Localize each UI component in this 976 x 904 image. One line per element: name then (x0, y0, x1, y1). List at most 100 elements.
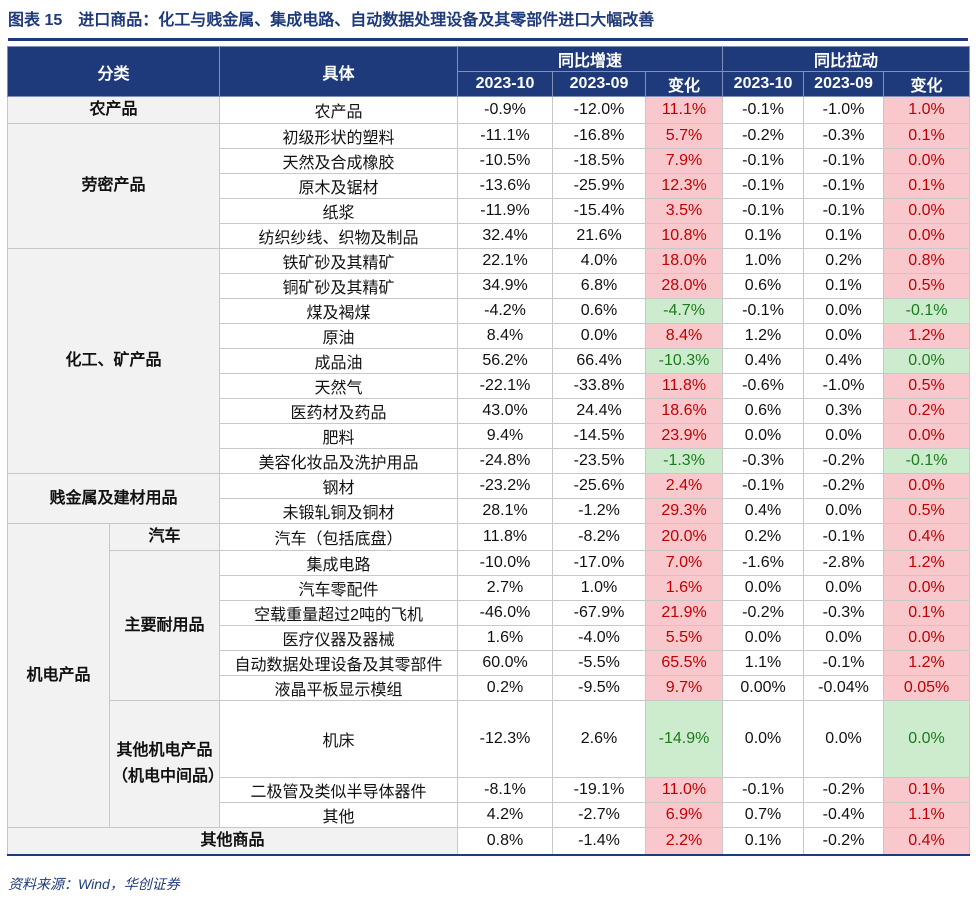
value: 11.8% (645, 373, 724, 399)
value: 0.1% (883, 777, 971, 803)
value: -0.1% (722, 298, 805, 324)
value: 12.3% (645, 173, 724, 199)
value: 0.1% (883, 600, 971, 626)
value: -14.5% (552, 423, 647, 449)
value: -0.4% (803, 802, 885, 828)
value: -0.1% (803, 148, 885, 174)
value: -23.5% (552, 448, 647, 474)
value: 1.1% (883, 802, 971, 828)
value: 11.8% (457, 523, 554, 551)
value: 0.0% (883, 348, 971, 374)
value: 0.0% (803, 298, 885, 324)
value: 0.1% (803, 273, 885, 299)
value: -22.1% (457, 373, 554, 399)
item: 肥料 (219, 423, 459, 449)
value: 1.1% (722, 650, 805, 676)
value: -0.9% (457, 96, 554, 124)
value: 5.5% (645, 625, 724, 651)
value: 0.2% (803, 248, 885, 274)
category: 劳密产品 (6, 123, 221, 249)
value: 5.7% (645, 123, 724, 149)
subcategory: 主要耐用品 (108, 550, 221, 701)
value: 8.4% (645, 323, 724, 349)
item: 其他 (219, 802, 459, 828)
value: -13.6% (457, 173, 554, 199)
value: 21.9% (645, 600, 724, 626)
value: -0.1% (722, 96, 805, 124)
value: -33.8% (552, 373, 647, 399)
item: 初级形状的塑料 (219, 123, 459, 149)
item: 自动数据处理设备及其零部件 (219, 650, 459, 676)
value: 0.5% (883, 498, 971, 524)
value: 8.4% (457, 323, 554, 349)
value: 7.9% (645, 148, 724, 174)
value: -0.04% (803, 675, 885, 701)
header-category: 分类 (6, 46, 221, 97)
value: -24.8% (457, 448, 554, 474)
value: -1.4% (552, 827, 647, 856)
item: 原油 (219, 323, 459, 349)
value: -18.5% (552, 148, 647, 174)
value: 11.0% (645, 777, 724, 803)
value: 3.5% (645, 198, 724, 224)
value: 0.4% (722, 348, 805, 374)
table-row: 液晶平板显示模组 0.2% -9.5% 9.7% 0.00% -0.04% 0.05% (8, 675, 971, 701)
item: 铜矿砂及其精矿 (219, 273, 459, 299)
table-row: 自动数据处理设备及其零部件 60.0% -5.5% 65.5% 1.1% -0.1% 1.2… (8, 650, 971, 676)
value: -67.9% (552, 600, 647, 626)
value: -0.1% (883, 298, 971, 324)
value: -1.3% (645, 448, 724, 474)
value: 43.0% (457, 398, 554, 424)
value: 18.6% (645, 398, 724, 424)
value: 11.1% (645, 96, 724, 124)
value: 0.4% (883, 523, 971, 551)
item: 二极管及类似半导体器件 (219, 777, 459, 803)
table-row: 其他 4.2% -2.7% 6.9% 0.7% -0.4% 1.1% (8, 802, 971, 828)
value: 0.0% (883, 625, 971, 651)
value: -1.6% (722, 550, 805, 576)
value: 1.2% (883, 323, 971, 349)
value: 0.0% (722, 700, 805, 778)
value: -2.7% (552, 802, 647, 828)
item: 未锻轧铜及铜材 (219, 498, 459, 524)
header-period: 2023-10 (457, 71, 554, 97)
item: 机床 (219, 700, 459, 778)
value: 0.0% (722, 625, 805, 651)
table-row: 纸浆 -11.9% -15.4% 3.5% -0.1% -0.1% 0.0% (8, 198, 971, 224)
value: 0.2% (883, 398, 971, 424)
value: 0.7% (722, 802, 805, 828)
value: 4.2% (457, 802, 554, 828)
value: 7.0% (645, 550, 724, 576)
value: -0.1% (722, 473, 805, 499)
item: 成品油 (219, 348, 459, 374)
value: 0.8% (883, 248, 971, 274)
value: 2.7% (457, 575, 554, 601)
value: -11.9% (457, 198, 554, 224)
value: 6.8% (552, 273, 647, 299)
value: -5.5% (552, 650, 647, 676)
value: -19.1% (552, 777, 647, 803)
value: 23.9% (645, 423, 724, 449)
value: -16.8% (552, 123, 647, 149)
value: -23.2% (457, 473, 554, 499)
value: 0.6% (552, 298, 647, 324)
source: 资料来源：Wind，华创证券 (8, 876, 180, 892)
value: 0.0% (883, 148, 971, 174)
value: -12.3% (457, 700, 554, 778)
value: 0.1% (722, 223, 805, 249)
category: 其他商品 (6, 827, 459, 856)
value: 6.9% (645, 802, 724, 828)
value: -0.1% (722, 777, 805, 803)
table-row: 医疗仪器及器械 1.6% -4.0% 5.5% 0.0% 0.0% 0.0% (8, 625, 971, 651)
table-row: 医药材及药品 43.0% 24.4% 18.6% 0.6% 0.3% 0.2% (8, 398, 971, 424)
value: 0.4% (722, 498, 805, 524)
value: -8.1% (457, 777, 554, 803)
value: 0.0% (803, 323, 885, 349)
item: 汽车（包括底盘） (219, 523, 459, 551)
header-group: 同比增速 (457, 46, 724, 72)
table-row: 劳密产品 初级形状的塑料 -11.1% -16.8% 5.7% -0.2% -0.3% 0.1… (6, 123, 971, 249)
value: -0.3% (722, 448, 805, 474)
item: 汽车零配件 (219, 575, 459, 601)
value: 0.4% (803, 348, 885, 374)
